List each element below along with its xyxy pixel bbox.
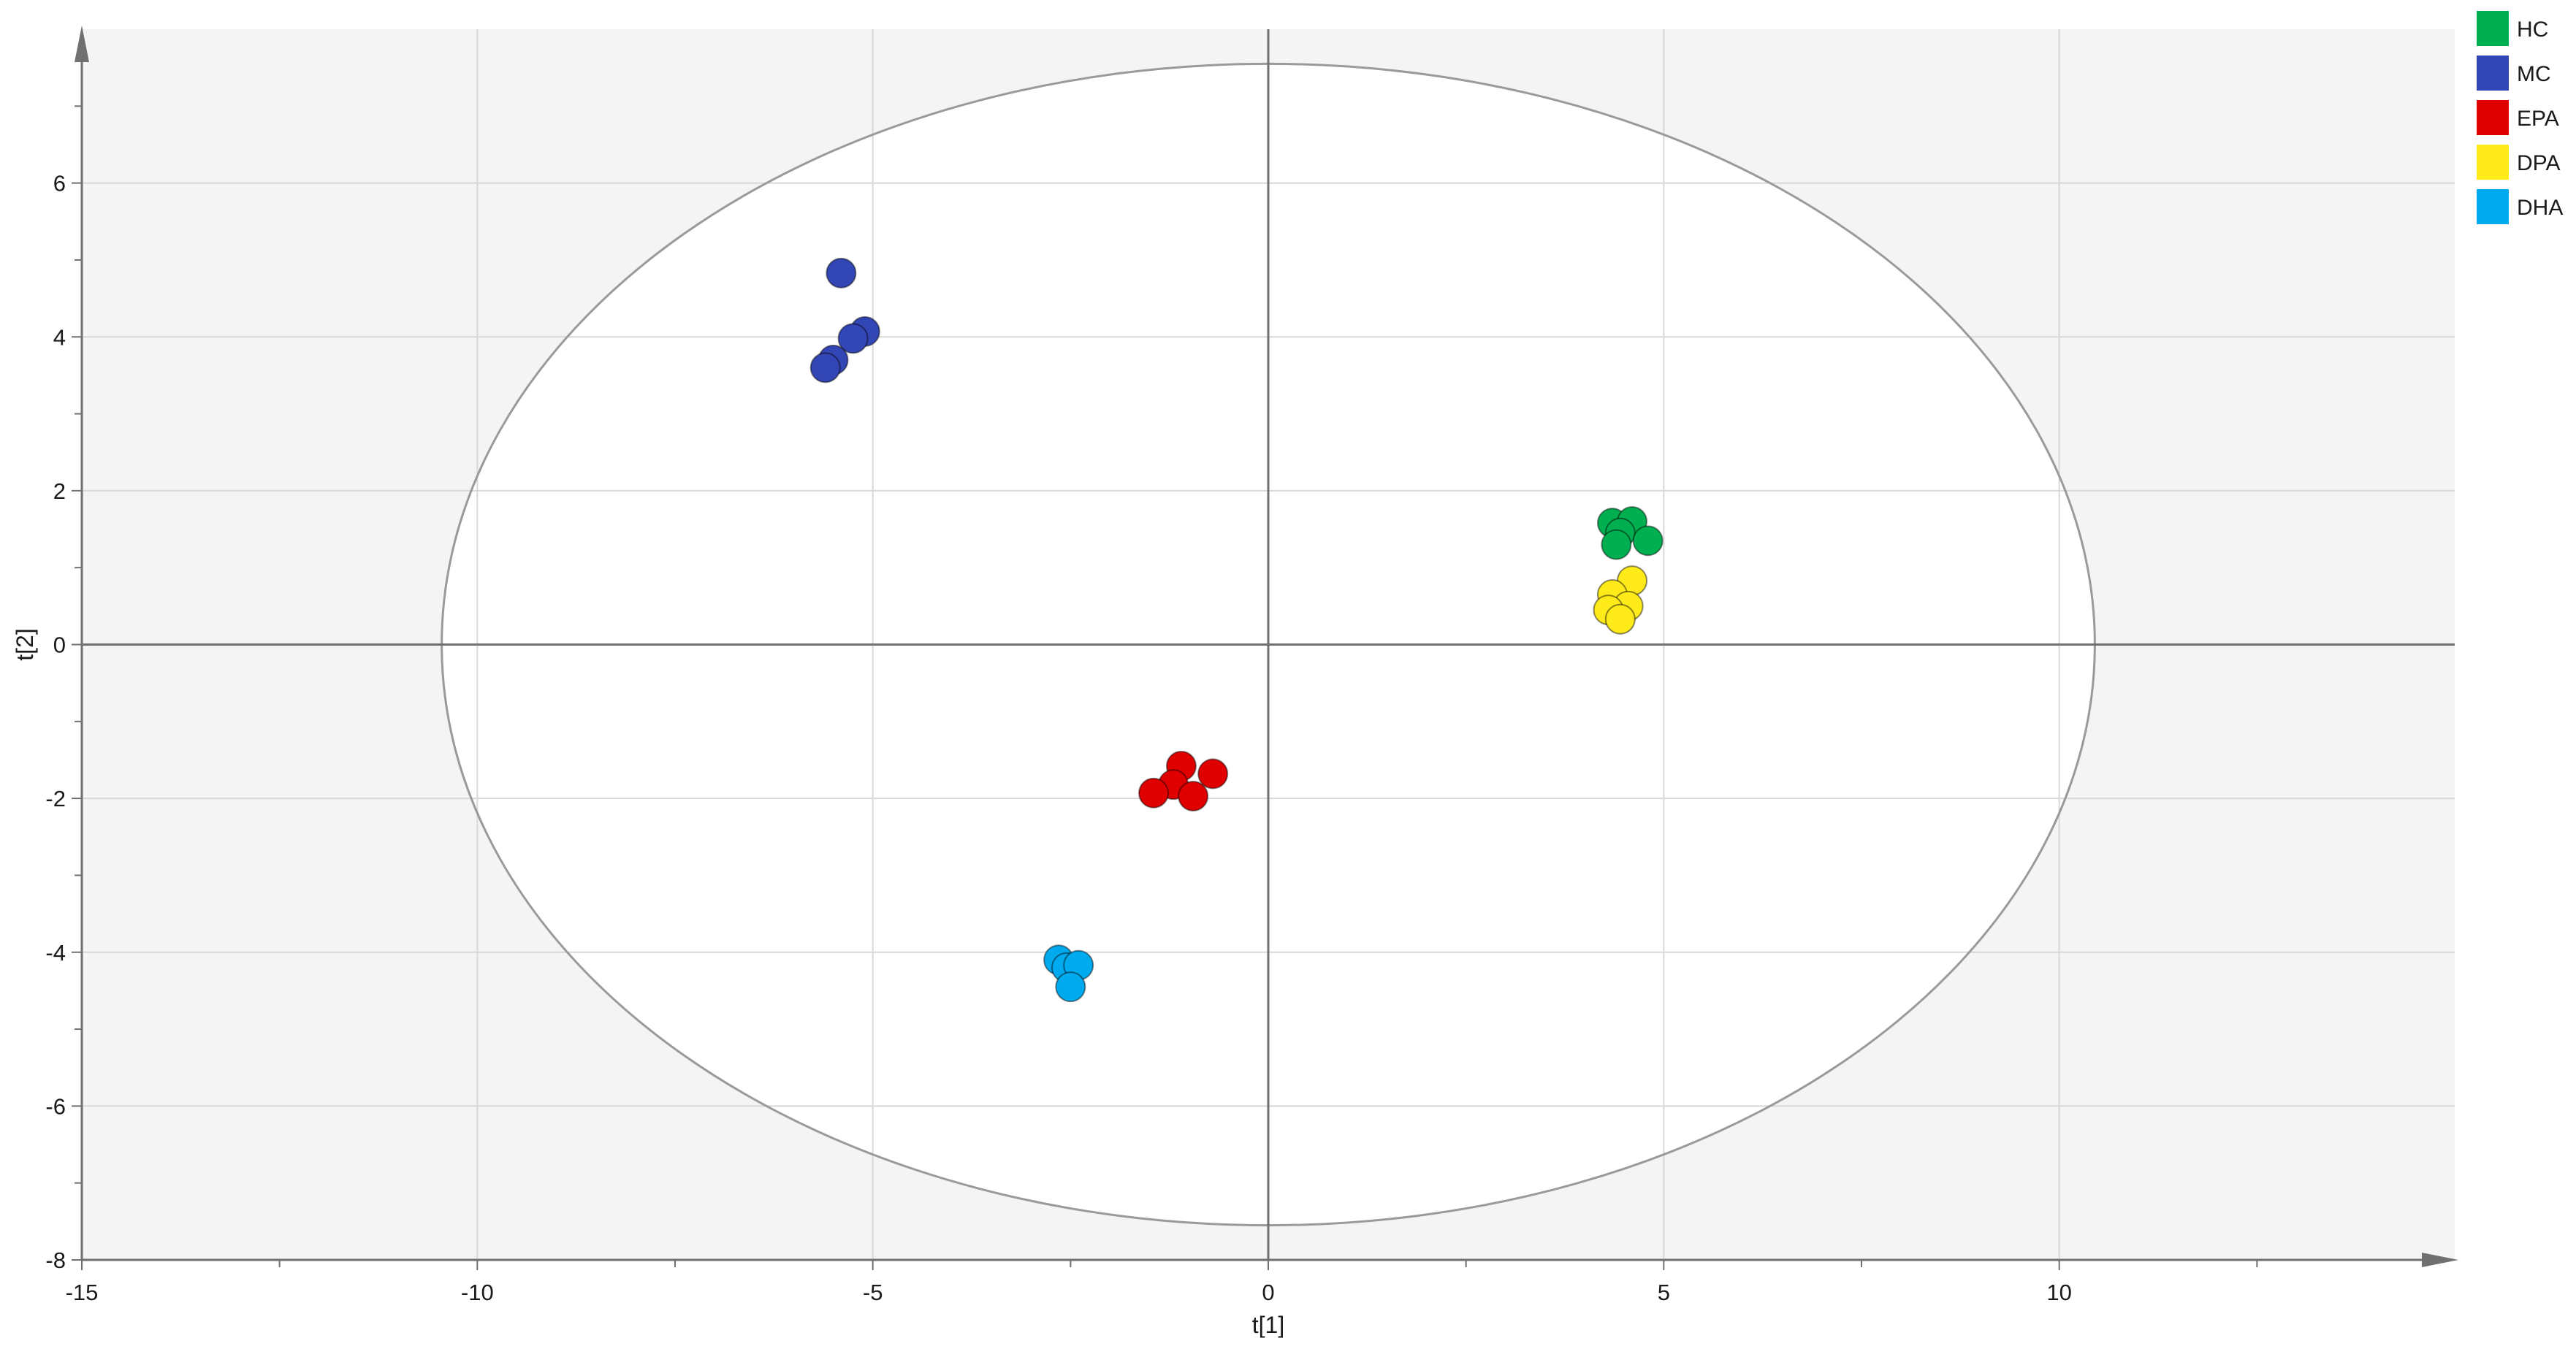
data-point-hc xyxy=(1601,529,1632,560)
legend-label-dha: DHA xyxy=(2517,196,2563,220)
data-point-epa xyxy=(1178,780,1209,811)
y-tick-label: -6 xyxy=(45,1093,66,1119)
legend-label-mc: MC xyxy=(2517,62,2551,86)
legend-swatch-mc xyxy=(2477,56,2509,91)
axes xyxy=(72,26,2458,1270)
x-tick-label: -5 xyxy=(863,1280,883,1305)
data-point-mc xyxy=(809,352,841,383)
tick-labels: -15 -10 -5 0 5 10 -8 -6 -4 -2 0 2 4 6 xyxy=(45,171,2071,1305)
y-tick-label: 0 xyxy=(53,633,66,658)
x-tick-label: -15 xyxy=(66,1280,99,1305)
legend-label-hc: HC xyxy=(2517,18,2548,42)
y-axis-arrow xyxy=(75,26,89,62)
legend-swatch-dpa xyxy=(2477,145,2509,180)
data-points xyxy=(809,257,1664,1003)
x-tick-label: -10 xyxy=(461,1280,494,1305)
data-point-epa xyxy=(1197,758,1229,790)
data-point-dpa xyxy=(1604,603,1636,635)
y-tick-label: 4 xyxy=(53,324,66,350)
legend: HC MC EPA DPA DHA xyxy=(2477,11,2563,224)
x-tick-label: 10 xyxy=(2046,1280,2071,1305)
legend-swatch-epa xyxy=(2477,100,2509,135)
legend-swatch-hc xyxy=(2477,11,2509,46)
legend-label-epa: EPA xyxy=(2517,107,2559,131)
y-tick-label: -4 xyxy=(45,940,66,966)
data-point-mc xyxy=(837,323,869,354)
legend-swatch-dha xyxy=(2477,189,2509,224)
y-tick-label: -8 xyxy=(45,1247,66,1273)
x-tick-label: 0 xyxy=(1262,1280,1274,1305)
data-point-epa xyxy=(1138,777,1170,809)
x-tick-label: 5 xyxy=(1658,1280,1670,1305)
y-tick-label: 6 xyxy=(53,171,66,196)
data-point-dha xyxy=(1055,971,1086,1003)
legend-label-dpa: DPA xyxy=(2517,151,2560,175)
x-axis-label: t[1] xyxy=(1252,1312,1284,1338)
data-point-mc xyxy=(826,257,857,288)
y-axis-label: t[2] xyxy=(12,628,38,660)
x-axis-arrow xyxy=(2422,1253,2458,1267)
y-tick-label: 2 xyxy=(53,478,66,504)
y-tick-label: -2 xyxy=(45,786,66,811)
data-point-hc xyxy=(1632,525,1664,557)
